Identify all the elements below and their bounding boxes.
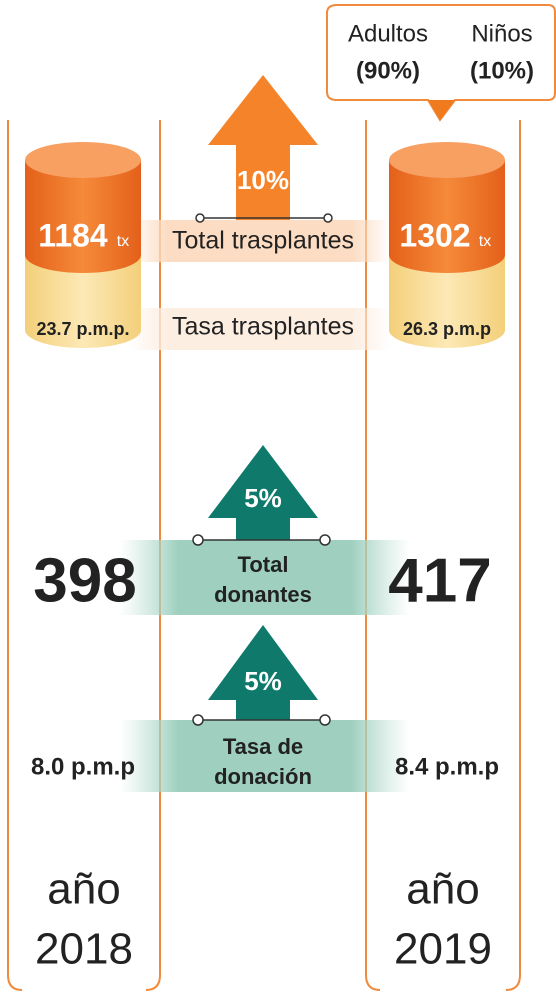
- change: 5%: [244, 666, 282, 696]
- label: Adultos: [348, 20, 428, 47]
- label: Total: [238, 552, 289, 577]
- label: (90%): [356, 57, 420, 84]
- arrows: [208, 75, 318, 720]
- label: Tasa trasplantes: [172, 313, 354, 341]
- year: 2018: [35, 925, 133, 974]
- label: donación: [214, 764, 312, 789]
- value: 8.0 p.m.p: [31, 753, 135, 780]
- value: 1302: [399, 217, 470, 253]
- value: 398: [33, 546, 136, 615]
- cylinders: [25, 142, 505, 348]
- value: 8.4 p.m.p: [395, 753, 499, 780]
- value: 417: [388, 546, 491, 615]
- unit: tx: [479, 233, 491, 250]
- bands: [120, 220, 410, 792]
- value: 26.3 p.m.p: [403, 319, 491, 339]
- label: Total trasplantes: [172, 227, 354, 255]
- unit: tx: [117, 233, 129, 250]
- year-word: año: [47, 865, 120, 914]
- callout: Adultos (90%) Niños (10%): [326, 4, 556, 122]
- year: 2019: [394, 925, 492, 974]
- column-frames: [7, 120, 521, 991]
- label: (10%): [470, 57, 534, 84]
- change: 10%: [237, 165, 289, 195]
- change: 5%: [244, 483, 282, 513]
- label: donantes: [214, 582, 312, 607]
- year-word: año: [406, 865, 479, 914]
- connectors: [192, 213, 333, 726]
- value: 23.7 p.m.p.: [36, 319, 129, 339]
- label: Tasa de: [223, 734, 303, 759]
- label: Niños: [471, 20, 532, 47]
- value: 1184: [38, 217, 108, 253]
